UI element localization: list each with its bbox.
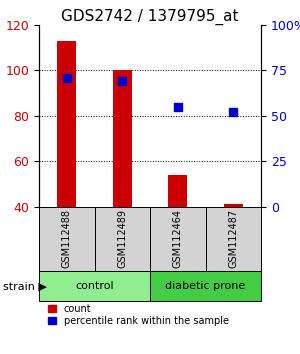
Text: control: control bbox=[75, 281, 114, 291]
Bar bbox=[112, 70, 132, 207]
Text: GSM112488: GSM112488 bbox=[62, 210, 72, 268]
Bar bbox=[39, 271, 150, 302]
Text: diabetic prone: diabetic prone bbox=[165, 281, 246, 291]
Bar bbox=[206, 207, 261, 271]
Text: GSM112464: GSM112464 bbox=[173, 210, 183, 268]
Bar bbox=[57, 41, 76, 207]
Bar bbox=[150, 271, 261, 302]
Point bbox=[120, 78, 125, 84]
Text: GSM112487: GSM112487 bbox=[228, 209, 238, 268]
Point bbox=[231, 109, 236, 115]
Point bbox=[64, 75, 69, 80]
Text: strain ▶: strain ▶ bbox=[3, 281, 47, 291]
Bar bbox=[39, 207, 94, 271]
Bar bbox=[94, 207, 150, 271]
Bar bbox=[150, 207, 206, 271]
Point bbox=[175, 104, 180, 109]
Text: GSM112489: GSM112489 bbox=[117, 210, 127, 268]
Legend: count, percentile rank within the sample: count, percentile rank within the sample bbox=[48, 304, 229, 326]
Bar bbox=[168, 175, 188, 207]
Title: GDS2742 / 1379795_at: GDS2742 / 1379795_at bbox=[61, 8, 239, 25]
Bar bbox=[224, 204, 243, 207]
